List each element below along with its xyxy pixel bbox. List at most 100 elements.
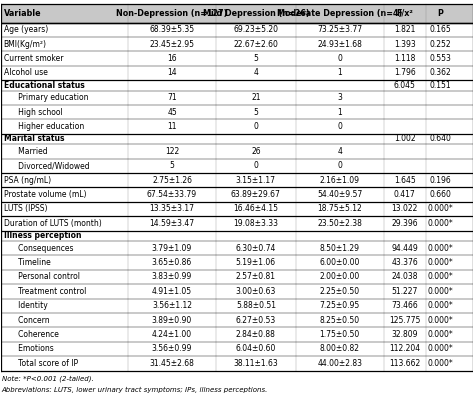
Text: 0.000*: 0.000* [428, 258, 453, 267]
Text: 0.196: 0.196 [429, 175, 451, 185]
Text: 1.118: 1.118 [394, 54, 416, 63]
Text: 3.00±0.63: 3.00±0.63 [236, 287, 276, 296]
Text: 54.40±9.57: 54.40±9.57 [317, 190, 363, 199]
Text: 0.000*: 0.000* [428, 272, 453, 281]
Text: 3: 3 [337, 93, 342, 102]
Text: 6.04±0.60: 6.04±0.60 [236, 345, 276, 353]
Text: 38.11±1.63: 38.11±1.63 [234, 359, 278, 368]
Text: 3.89±0.90: 3.89±0.90 [152, 316, 192, 325]
Text: 73.25±3.77: 73.25±3.77 [317, 25, 362, 34]
Text: 1.002: 1.002 [394, 135, 416, 143]
Text: Age (years): Age (years) [3, 25, 48, 34]
Text: 6.045: 6.045 [394, 81, 416, 90]
Text: Alcohol use: Alcohol use [3, 69, 47, 77]
Text: 1.75±0.50: 1.75±0.50 [319, 330, 360, 339]
Text: 0.660: 0.660 [429, 190, 451, 199]
Text: 5: 5 [254, 108, 258, 117]
Text: 0: 0 [254, 161, 258, 170]
Text: 0.000*: 0.000* [428, 316, 453, 325]
Text: 0.165: 0.165 [429, 25, 451, 34]
Text: 2.25±0.50: 2.25±0.50 [320, 287, 360, 296]
Text: 0.000*: 0.000* [428, 330, 453, 339]
Text: Abbreviations: LUTS, lower urinary tract symptoms; IPs, illness perceptions.: Abbreviations: LUTS, lower urinary tract… [1, 386, 268, 393]
Text: 0.362: 0.362 [429, 69, 451, 77]
Text: 11: 11 [167, 122, 177, 131]
Text: 16: 16 [167, 54, 177, 63]
Text: Identity: Identity [11, 301, 48, 310]
Text: Mild Depression (n=26): Mild Depression (n=26) [202, 9, 309, 18]
Text: 1: 1 [337, 69, 342, 77]
Text: Non-Depression (n=127): Non-Depression (n=127) [116, 9, 228, 18]
Text: 24.93±1.68: 24.93±1.68 [318, 40, 362, 49]
Text: 63.89±29.67: 63.89±29.67 [231, 190, 281, 199]
Text: Educational status: Educational status [3, 81, 84, 90]
Text: 112.204: 112.204 [389, 345, 420, 353]
Text: 0: 0 [337, 161, 342, 170]
Text: 68.39±5.35: 68.39±5.35 [149, 25, 195, 34]
Text: 24.038: 24.038 [392, 272, 418, 281]
Text: 51.227: 51.227 [392, 287, 418, 296]
Text: 5: 5 [170, 161, 174, 170]
Text: 122: 122 [165, 147, 179, 156]
Text: 0.252: 0.252 [429, 40, 451, 49]
Text: 2.00±0.00: 2.00±0.00 [319, 272, 360, 281]
Text: Total score of IP: Total score of IP [11, 359, 78, 368]
Text: 0.000*: 0.000* [428, 244, 453, 252]
Text: 29.396: 29.396 [392, 219, 418, 228]
Text: 4: 4 [337, 147, 342, 156]
Text: High school: High school [11, 108, 63, 117]
Text: 125.775: 125.775 [389, 316, 420, 325]
Text: Prostate volume (mL): Prostate volume (mL) [3, 190, 86, 199]
Text: 23.45±2.95: 23.45±2.95 [149, 40, 194, 49]
Text: 2.75±1.26: 2.75±1.26 [152, 175, 192, 185]
Text: 67.54±33.79: 67.54±33.79 [147, 190, 197, 199]
Bar [0, 4, 474, 23]
Text: 0.000*: 0.000* [428, 219, 453, 228]
Text: 21: 21 [251, 93, 261, 102]
Text: Primary education: Primary education [11, 93, 89, 102]
Text: 26: 26 [251, 147, 261, 156]
Text: 69.23±5.20: 69.23±5.20 [233, 25, 278, 34]
Text: 0: 0 [254, 122, 258, 131]
Text: P: P [438, 9, 443, 18]
Text: 19.08±3.33: 19.08±3.33 [233, 219, 278, 228]
Text: 23.50±2.38: 23.50±2.38 [318, 219, 362, 228]
Text: 3.56±1.12: 3.56±1.12 [152, 301, 192, 310]
Text: 3.65±0.86: 3.65±0.86 [152, 258, 192, 267]
Text: LUTS (IPSS): LUTS (IPSS) [3, 204, 47, 214]
Text: 5.88±0.51: 5.88±0.51 [236, 301, 276, 310]
Text: Married: Married [11, 147, 48, 156]
Text: Variable: Variable [3, 9, 41, 18]
Text: F/x²: F/x² [396, 9, 413, 18]
Text: 2.57±0.81: 2.57±0.81 [236, 272, 276, 281]
Text: Illness perception: Illness perception [3, 231, 81, 240]
Text: 22.67±2.60: 22.67±2.60 [234, 40, 278, 49]
Text: 3.15±1.17: 3.15±1.17 [236, 175, 276, 185]
Text: Marital status: Marital status [3, 135, 64, 143]
Text: 8.00±0.82: 8.00±0.82 [320, 345, 360, 353]
Text: Higher education: Higher education [11, 122, 84, 131]
Text: 6.00±0.00: 6.00±0.00 [319, 258, 360, 267]
Text: 3.79±1.09: 3.79±1.09 [152, 244, 192, 252]
Text: 13.35±3.17: 13.35±3.17 [149, 204, 194, 214]
Text: 1.796: 1.796 [394, 69, 416, 77]
Text: 8.50±1.29: 8.50±1.29 [320, 244, 360, 252]
Text: 0.000*: 0.000* [428, 359, 453, 368]
Text: 0.000*: 0.000* [428, 204, 453, 214]
Text: Emotions: Emotions [11, 345, 54, 353]
Text: 16.46±4.15: 16.46±4.15 [233, 204, 278, 214]
Text: Note: *P<0.001 (2-tailed).: Note: *P<0.001 (2-tailed). [1, 375, 93, 382]
Text: 4.24±1.00: 4.24±1.00 [152, 330, 192, 339]
Text: Personal control: Personal control [11, 272, 80, 281]
Text: 2.84±0.88: 2.84±0.88 [236, 330, 276, 339]
Text: 113.662: 113.662 [389, 359, 420, 368]
Text: 1: 1 [337, 108, 342, 117]
Text: 5.19±1.06: 5.19±1.06 [236, 258, 276, 267]
Text: 1.645: 1.645 [394, 175, 416, 185]
Text: 0.151: 0.151 [429, 81, 451, 90]
Text: 5: 5 [254, 54, 258, 63]
Text: 3.83±0.99: 3.83±0.99 [152, 272, 192, 281]
Text: 6.30±0.74: 6.30±0.74 [236, 244, 276, 252]
Text: 0.553: 0.553 [429, 54, 451, 63]
Text: 0.640: 0.640 [429, 135, 451, 143]
